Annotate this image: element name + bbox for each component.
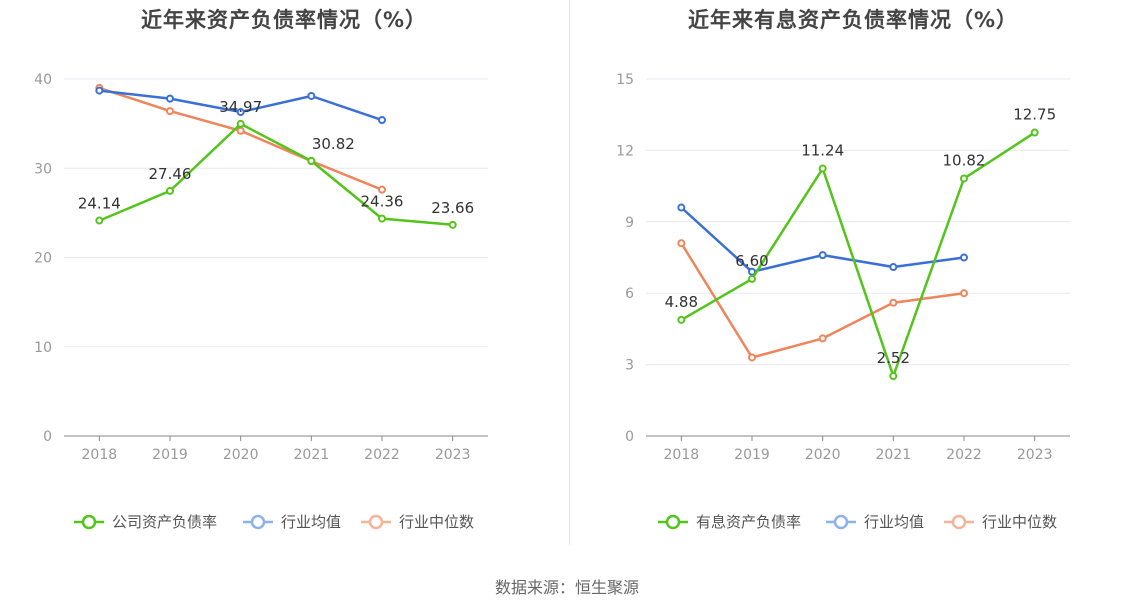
x-tick-label: 2022: [364, 447, 400, 463]
data-point: [889, 372, 898, 381]
data-point: [748, 353, 756, 362]
data-point: [889, 298, 898, 307]
x-tick-label: 2022: [946, 447, 982, 463]
data-point: [889, 263, 898, 272]
legend-item: 行业均值: [826, 513, 924, 531]
right-chart-panel: 近年来有息资产负债率情况（%） 0 3 6 9 12 15 2018 2019 2020 2021…: [572, 0, 1134, 560]
y-tick-label: 12: [616, 143, 634, 159]
data-label: 23.66: [431, 199, 474, 217]
data-label: 2.52: [877, 349, 910, 367]
legend-label: 行业中位数: [982, 513, 1057, 531]
data-point: [95, 216, 104, 225]
data-point: [748, 267, 756, 276]
data-point: [95, 86, 104, 95]
y-tick-label: 0: [43, 429, 52, 445]
data-point: [677, 203, 686, 212]
data-label: 6.60: [735, 252, 768, 270]
data-point: [960, 289, 968, 298]
legend-label: 行业均值: [864, 513, 924, 531]
legend-label: 行业均值: [281, 513, 341, 531]
legend-marker: [81, 514, 97, 530]
series-line-0: [98, 122, 453, 227]
data-label: 4.88: [665, 293, 698, 311]
legend-label: 公司资产负债率: [112, 513, 217, 531]
y-tick-label: 30: [34, 161, 52, 177]
series-line-0: [680, 131, 1036, 378]
data-point: [378, 116, 386, 125]
x-tick-label: 2019: [734, 447, 770, 463]
x-tick-label: 2018: [664, 447, 700, 463]
x-tick-label: 2020: [223, 447, 259, 463]
data-point: [448, 220, 457, 229]
legend-item: 行业均值: [243, 513, 341, 531]
data-label: 24.14: [78, 195, 121, 213]
interest-debt-ratio-chart: 0 3 6 9 12 15 2018 2019 2020 2021 2022 2023 4.88 6.60…: [616, 72, 1070, 531]
data-label: 34.97: [219, 98, 262, 116]
y-tick-label: 15: [616, 72, 634, 88]
legend-marker: [250, 514, 266, 530]
legend-item: 行业中位数: [361, 513, 474, 531]
data-point: [236, 108, 245, 117]
x-tick-label: 2019: [152, 447, 188, 463]
y-tick-label: 20: [34, 251, 52, 267]
data-label: 27.46: [149, 165, 192, 183]
data-point: [166, 94, 174, 103]
y-tick-label: 0: [625, 429, 634, 445]
data-label: 30.82: [312, 135, 355, 153]
legend-item: 公司资产负债率: [74, 513, 217, 531]
chart-title: 近年来资产负债率情况（%）: [140, 8, 428, 32]
data-point: [1030, 128, 1039, 137]
data-point: [236, 119, 245, 128]
x-tick-label: 2021: [294, 447, 330, 463]
data-point: [378, 214, 386, 223]
data-point: [166, 107, 174, 116]
data-point: [960, 174, 968, 183]
x-tick-label: 2021: [876, 447, 912, 463]
data-point: [236, 126, 245, 135]
data-point: [677, 239, 686, 248]
debt-ratio-chart: 0 10 20 30 40 2018 2019 2020 2021 2022 2023 24.14 27…: [34, 72, 488, 531]
x-tick-label: 2023: [1017, 447, 1053, 463]
legend-marker: [665, 514, 681, 530]
data-label: 11.24: [801, 141, 844, 159]
y-tick-label: 40: [34, 72, 52, 88]
data-point: [307, 156, 316, 165]
x-tick-label: 2023: [435, 447, 471, 463]
legend-item: 行业中位数: [944, 513, 1057, 531]
legend-label: 行业中位数: [399, 513, 474, 531]
data-point: [166, 186, 174, 195]
data-point: [378, 185, 386, 194]
data-point: [307, 91, 316, 100]
data-point: [818, 251, 827, 260]
chart-title: 近年来有息资产负债率情况（%）: [687, 8, 1019, 32]
data-label: 10.82: [943, 151, 986, 169]
legend-label: 有息资产负债率: [696, 513, 801, 531]
y-tick-label: 10: [34, 340, 52, 356]
data-source: 数据来源：恒生聚源: [494, 578, 639, 597]
x-tick-label: 2018: [82, 447, 118, 463]
legend-item: 有息资产负债率: [658, 513, 801, 531]
data-label: 12.75: [1013, 106, 1056, 124]
y-tick-label: 6: [625, 286, 634, 302]
data-point: [818, 164, 827, 173]
panel-divider: [569, 0, 570, 545]
legend-marker: [368, 514, 384, 530]
data-point: [818, 334, 827, 343]
legend-marker: [951, 514, 967, 530]
legend-marker: [833, 514, 849, 530]
data-label: 24.36: [361, 193, 404, 211]
x-tick-label: 2020: [805, 447, 841, 463]
y-tick-label: 9: [625, 215, 634, 231]
data-point: [960, 253, 968, 262]
data-point: [677, 315, 686, 324]
series-line-1: [680, 206, 965, 274]
y-tick-label: 3: [625, 358, 634, 374]
data-point: [748, 274, 756, 283]
left-chart-panel: 近年来资产负债率情况（%） 0 10 20 30 40 2018 2019 2020 2021 2…: [0, 0, 568, 560]
